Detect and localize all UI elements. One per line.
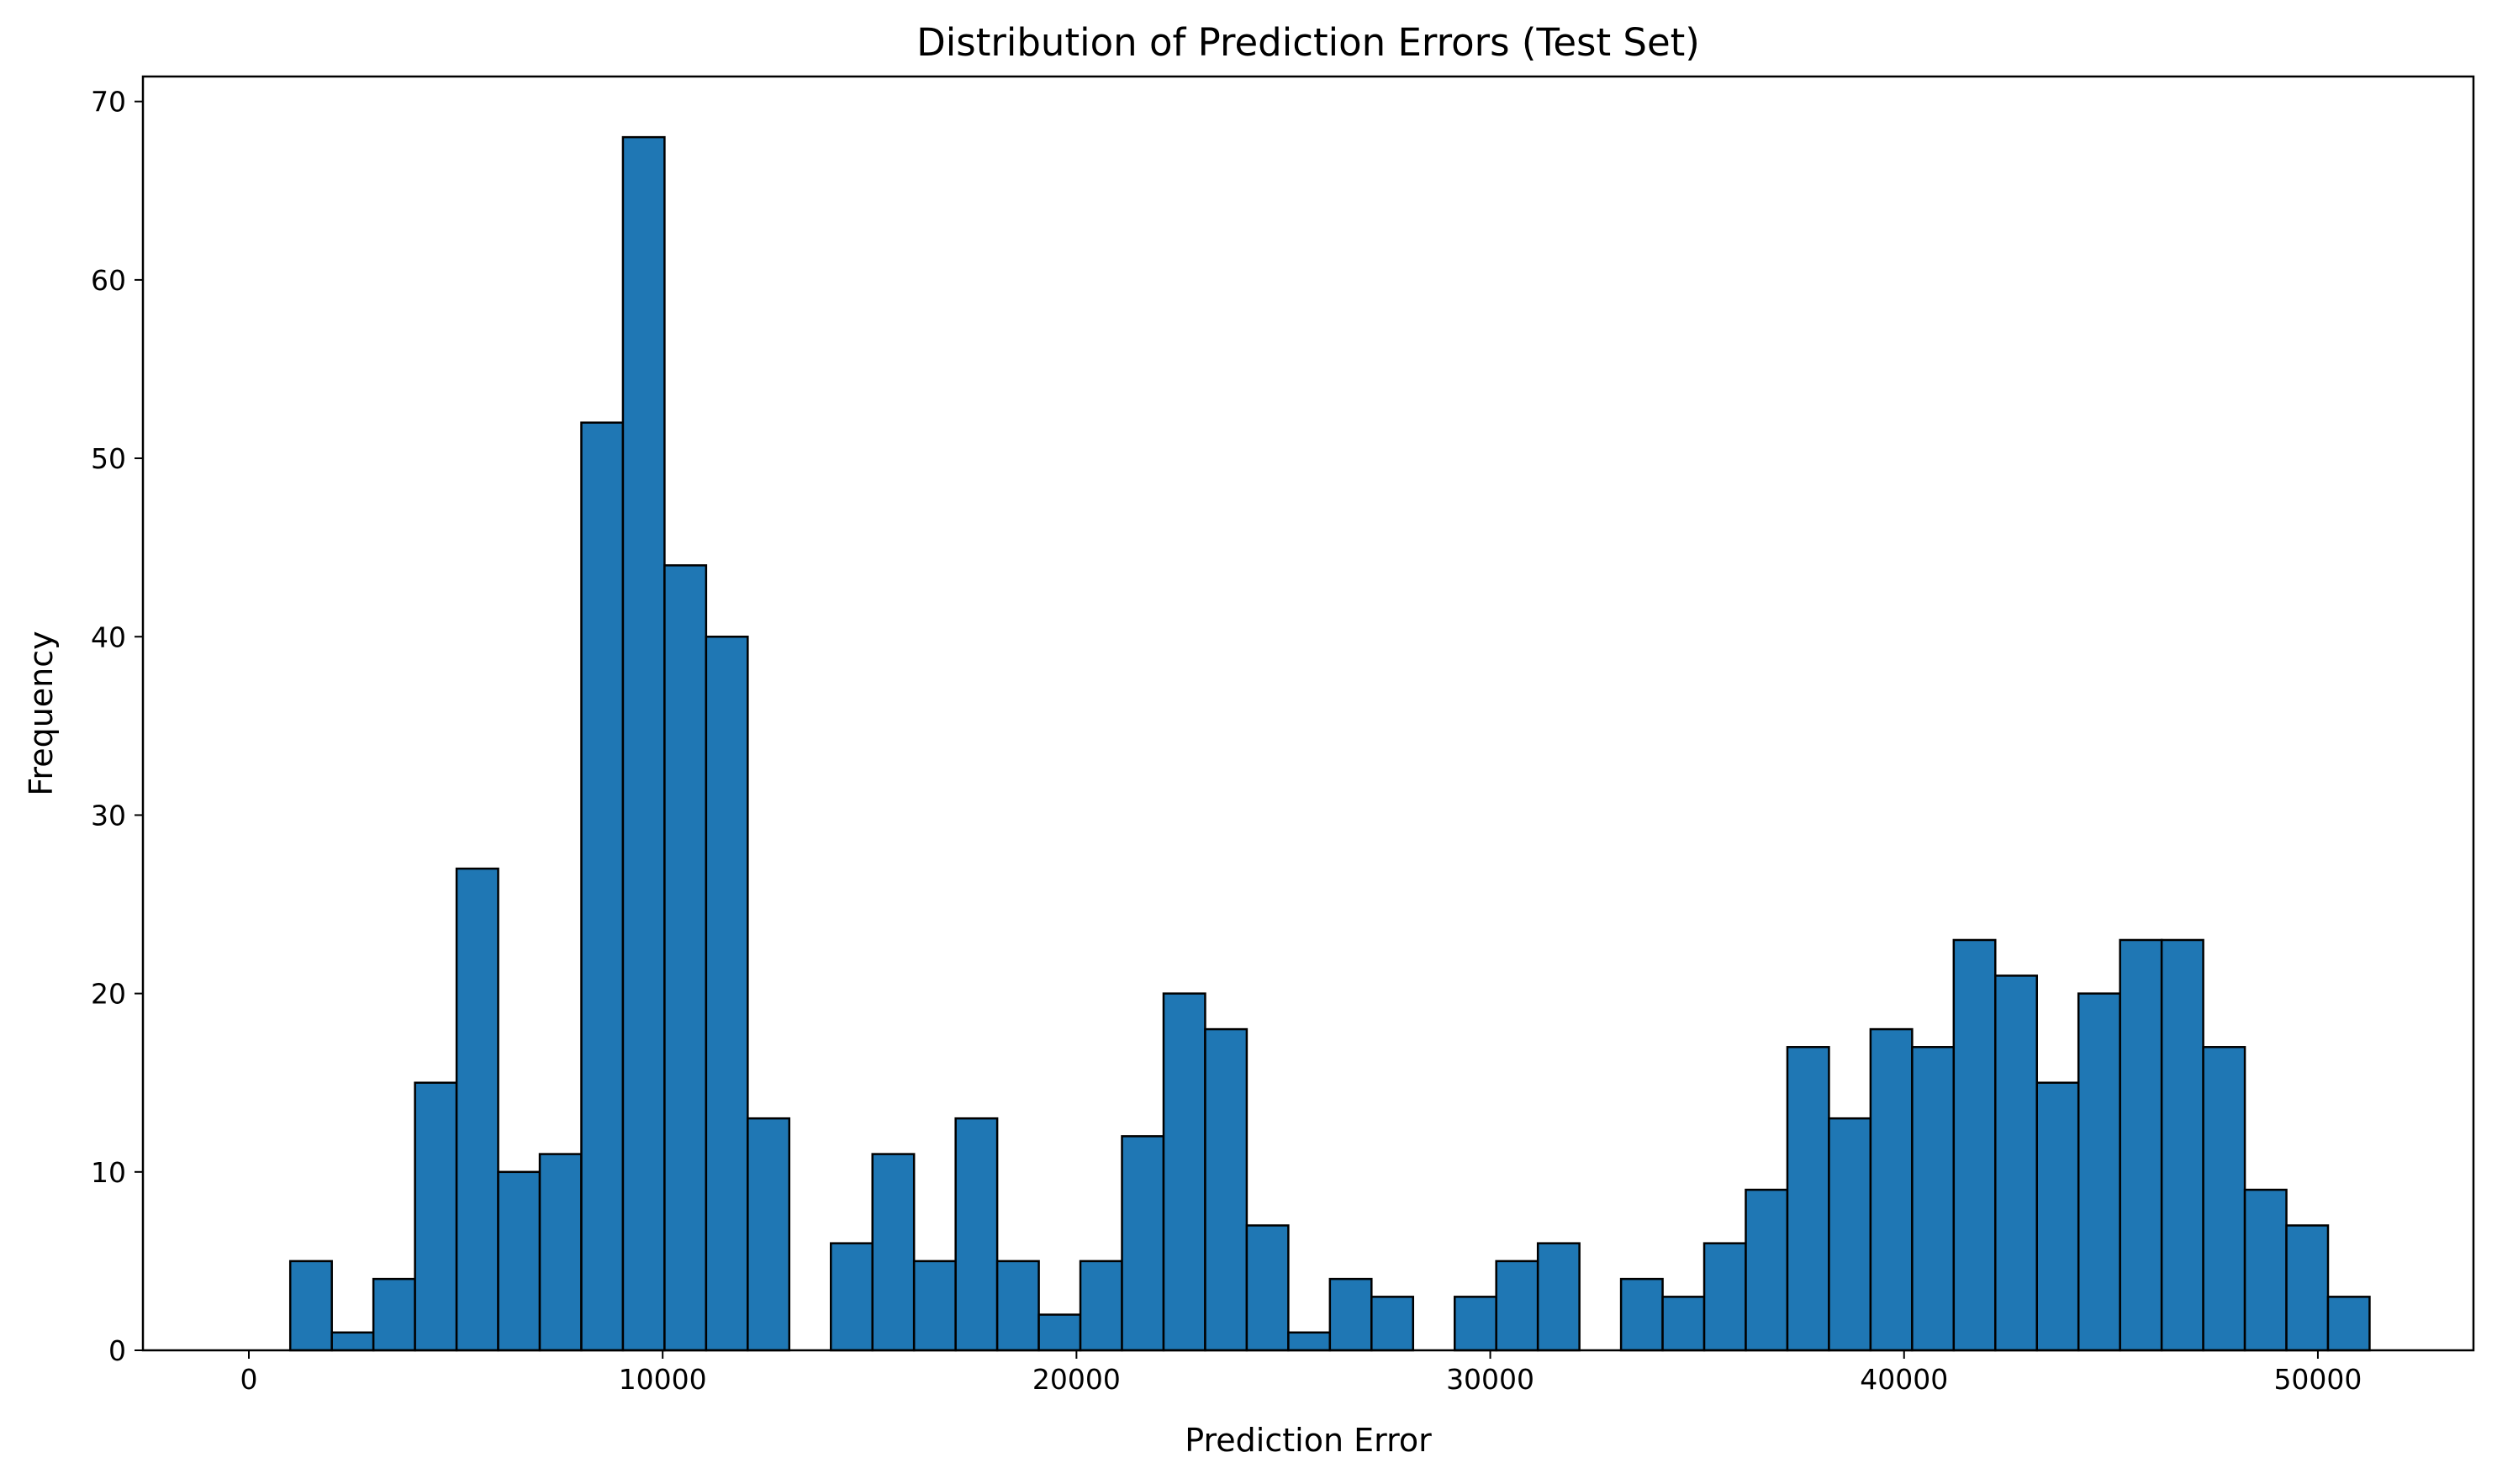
histogram-bar — [1702, 1242, 1747, 1352]
histogram-bar — [1328, 1277, 1373, 1352]
plot-frame — [141, 75, 2475, 1352]
y-tick-label: 70 — [91, 86, 126, 119]
histogram-bar — [414, 1081, 458, 1352]
histogram-bar — [663, 564, 708, 1352]
y-tick-label: 40 — [91, 621, 126, 653]
histogram-bar — [2326, 1296, 2371, 1352]
y-tick-label: 30 — [91, 799, 126, 832]
histogram-bar — [372, 1277, 416, 1352]
x-tick-label: 10000 — [619, 1363, 707, 1396]
histogram-bar — [747, 1117, 791, 1352]
histogram-bar — [830, 1242, 874, 1352]
histogram-bar — [538, 1153, 583, 1352]
y-axis-ticks: 0 10 20 30 40 50 60 70 — [91, 86, 143, 1367]
histogram-bar — [1661, 1296, 1706, 1352]
histogram-bar — [1869, 1027, 1914, 1352]
histogram-bar — [954, 1117, 999, 1352]
histogram-bar — [580, 421, 625, 1352]
chart-title: Distribution of Prediction Errors (Test … — [916, 20, 1700, 65]
histogram-bar — [1370, 1296, 1415, 1352]
histogram-bar — [871, 1153, 916, 1352]
histogram-bar — [288, 1260, 333, 1352]
histogram-bar — [455, 867, 499, 1352]
histogram-bar — [1037, 1313, 1082, 1352]
x-axis-label: Prediction Error — [1185, 1422, 1432, 1459]
histogram-bar — [1204, 1027, 1248, 1352]
histogram-bar — [2202, 1046, 2246, 1352]
histogram-bar — [912, 1260, 957, 1352]
histogram-bar — [1536, 1242, 1581, 1352]
histogram-bar — [1495, 1260, 1539, 1352]
histogram-bar — [2035, 1081, 2080, 1352]
histogram-bar — [1786, 1046, 1830, 1352]
histogram-bar — [1911, 1046, 1956, 1352]
y-tick-label: 60 — [91, 264, 126, 297]
x-tick-label: 20000 — [1032, 1363, 1121, 1396]
histogram-bar — [1245, 1224, 1290, 1352]
histogram-bar — [330, 1331, 375, 1352]
histogram-bar — [2285, 1224, 2330, 1352]
histogram-bar — [1828, 1117, 1872, 1352]
histogram-bar — [1745, 1188, 1789, 1352]
x-tick-label: 30000 — [1446, 1363, 1534, 1396]
histogram-bar — [1453, 1296, 1497, 1352]
y-tick-label: 20 — [91, 978, 126, 1011]
x-axis-ticks: 0 10000 20000 30000 40000 50000 — [240, 1350, 2362, 1396]
histogram-bar — [1994, 974, 2038, 1352]
histogram-bar — [1079, 1260, 1123, 1352]
histogram-bar — [1121, 1135, 1165, 1352]
y-axis-label: Frequency — [23, 631, 60, 795]
x-tick-label: 40000 — [1860, 1363, 1948, 1396]
y-tick-label: 50 — [91, 442, 126, 475]
histogram-bar — [1162, 992, 1206, 1352]
histogram-bar — [2160, 938, 2204, 1352]
x-tick-label: 50000 — [2273, 1363, 2362, 1396]
x-tick-label: 0 — [240, 1363, 258, 1396]
histogram-bar — [995, 1260, 1040, 1352]
histogram-bar — [497, 1170, 541, 1352]
histogram-bar — [705, 636, 749, 1352]
y-tick-label: 0 — [108, 1334, 126, 1367]
histogram-bar — [1952, 938, 1997, 1352]
histogram-bar — [1287, 1331, 1332, 1352]
histogram-bar — [621, 135, 666, 1352]
histogram-bar — [1619, 1277, 1664, 1352]
histogram-bar — [2077, 992, 2121, 1352]
y-tick-label: 10 — [91, 1156, 126, 1189]
histogram-bar — [2119, 938, 2163, 1352]
histogram-bar — [2243, 1188, 2288, 1352]
